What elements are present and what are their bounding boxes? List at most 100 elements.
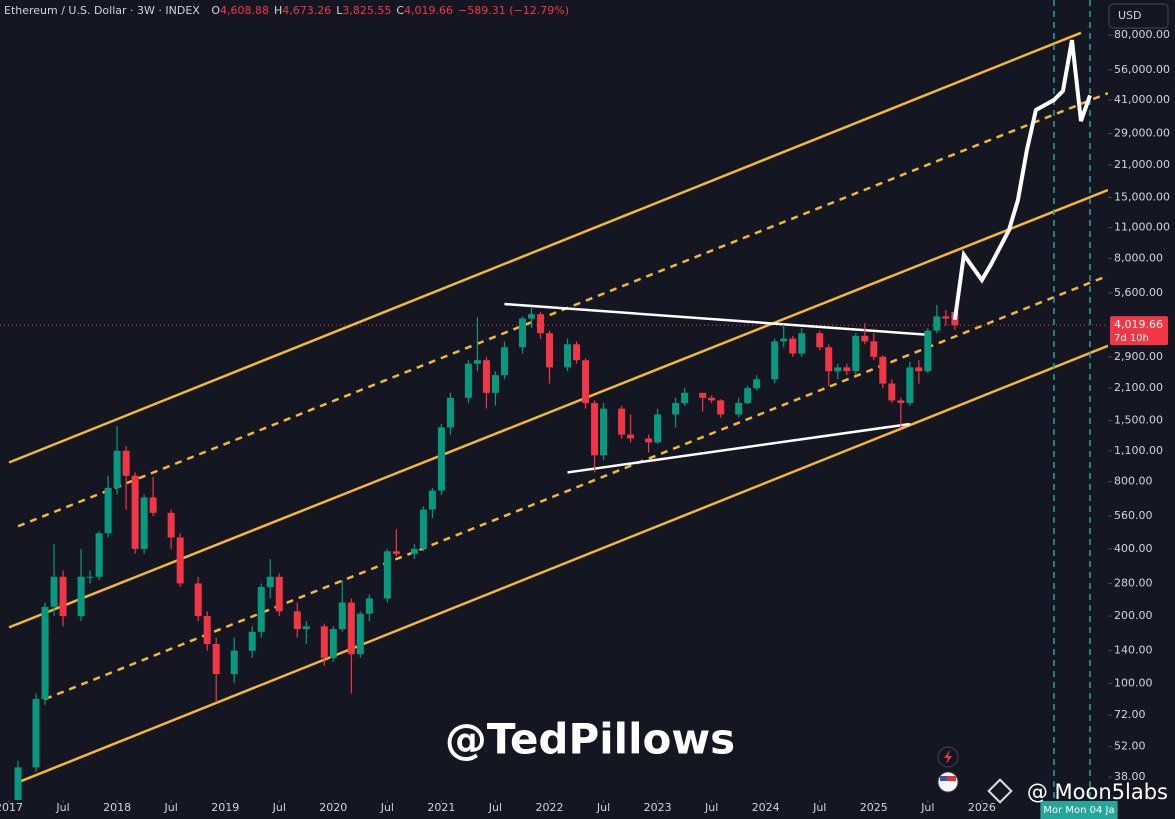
candle-body xyxy=(77,576,85,617)
candle-body xyxy=(176,537,184,584)
candle-body xyxy=(257,586,265,632)
candle-body xyxy=(50,576,58,607)
y-tick-label: 15,000.00 xyxy=(1114,190,1170,203)
y-tick-label: 29,000.00 xyxy=(1114,127,1170,140)
candle-body xyxy=(933,316,941,331)
ohlc-key: L xyxy=(336,4,343,17)
y-tick-label: 560.00 xyxy=(1114,509,1153,522)
y-tick-label: 2,900.00 xyxy=(1114,350,1163,363)
candle-body xyxy=(302,626,310,630)
candle-body xyxy=(627,434,635,439)
candle-body xyxy=(14,767,22,800)
x-tick-label: Jul xyxy=(704,801,718,814)
candle-body xyxy=(573,344,581,361)
channel-line xyxy=(17,91,1108,528)
trend-line xyxy=(504,302,928,337)
candle-body xyxy=(825,347,833,372)
candle-body xyxy=(744,388,752,404)
candle-body xyxy=(446,397,454,428)
candle-body xyxy=(347,602,355,655)
candle-body xyxy=(582,360,590,404)
candle-body xyxy=(320,626,328,658)
x-tick-label: Jul xyxy=(272,801,286,814)
flag-stripe xyxy=(940,776,956,781)
candle-body xyxy=(735,403,743,415)
candle-body xyxy=(437,427,445,491)
x-tick-label: 2023 xyxy=(644,801,672,814)
candle-body xyxy=(464,363,472,398)
candle-body xyxy=(167,512,175,538)
candle-body xyxy=(32,699,40,768)
candle-body xyxy=(771,341,779,380)
candle-body xyxy=(681,392,689,404)
ohlc-value: 4,673.26 xyxy=(282,4,332,17)
x-tick-label: 2022 xyxy=(535,801,563,814)
price-countdown: 7d 10h xyxy=(1114,333,1149,344)
candle-body xyxy=(140,497,148,549)
candle-body xyxy=(816,333,824,348)
candle-body xyxy=(59,576,67,617)
candle-body xyxy=(879,356,887,384)
currency-button[interactable] xyxy=(1108,3,1169,29)
symbol-title: Ethereum / U.S. Dollar · 3W · INDEX xyxy=(4,4,200,17)
candle-body xyxy=(419,509,427,549)
channel-line xyxy=(8,188,1108,629)
price-label-box xyxy=(1110,316,1168,346)
candle-body xyxy=(924,330,932,372)
trend-line xyxy=(567,422,910,474)
candle-body xyxy=(86,576,94,578)
candle-body xyxy=(564,344,572,368)
candle-body xyxy=(753,379,761,389)
candle-body xyxy=(942,316,950,319)
candle-body xyxy=(248,631,256,651)
candle-body xyxy=(113,450,121,488)
candle-body xyxy=(915,367,923,372)
y-tick-label: 400.00 xyxy=(1114,542,1153,555)
x-tick-label: Jul xyxy=(55,801,69,814)
symbol-header: Ethereum / U.S. Dollar · 3W · INDEX O4,6… xyxy=(4,4,574,17)
time-marker-box xyxy=(1062,801,1118,819)
x-tick-label: Jul xyxy=(488,801,502,814)
candle-body xyxy=(365,598,373,614)
y-tick-label: 41,000.00 xyxy=(1114,93,1170,106)
x-tick-label: 2017 xyxy=(0,801,23,814)
flag-icon[interactable] xyxy=(937,771,959,793)
y-tick-label: 21,000.00 xyxy=(1114,158,1170,171)
y-tick-label: 5,600.00 xyxy=(1114,286,1163,299)
candle-body xyxy=(95,533,103,577)
x-tick-label: Jul xyxy=(596,801,610,814)
candle-body xyxy=(536,314,544,334)
ohlc-value: 4,019.66 xyxy=(404,4,454,17)
x-tick-label: 2026 xyxy=(968,801,996,814)
ohlc-key: O xyxy=(211,4,220,17)
candle-body xyxy=(149,497,157,513)
candle-body xyxy=(428,490,436,510)
y-tick-label: 200.00 xyxy=(1114,609,1153,622)
candle-body xyxy=(104,487,112,534)
candle-body xyxy=(699,392,707,398)
axes: 38.00 52.00 72.00 100.00 140.00 200.00 280.00 4… xyxy=(0,28,1170,819)
y-tick-label: 280.00 xyxy=(1114,576,1153,589)
candle-body xyxy=(852,335,860,372)
candle-body xyxy=(861,335,869,342)
candle-body xyxy=(392,551,400,554)
time-marker-label: Mon 04 Ja xyxy=(1065,805,1114,816)
y-tick-label: 52.00 xyxy=(1114,740,1146,753)
candle-body xyxy=(212,643,220,675)
y-tick-label: 2,100.00 xyxy=(1114,381,1163,394)
ohlc-key: H xyxy=(273,4,283,17)
projection-path xyxy=(952,39,1092,321)
candle-body xyxy=(870,341,878,357)
ohlc-value: 4,608.88 xyxy=(220,4,269,17)
x-tick-label: 2021 xyxy=(427,801,455,814)
candle-body xyxy=(473,360,481,364)
x-tick-label: 2018 xyxy=(103,801,131,814)
candle-body xyxy=(618,408,626,435)
x-tick-label: 2019 xyxy=(211,801,239,814)
candle-body xyxy=(329,629,337,658)
y-tick-label: 80,000.00 xyxy=(1114,28,1170,41)
time-marker-label: Mon xyxy=(1043,805,1064,816)
time-marker-box xyxy=(1040,801,1068,819)
